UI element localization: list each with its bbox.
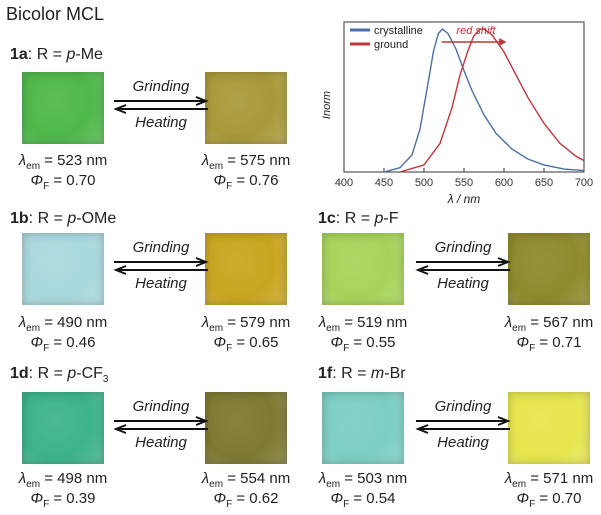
compound-label: 1b: R = p-OMe (10, 210, 117, 227)
red-shift-annotation: red shift (456, 25, 496, 37)
double-arrow-icon (113, 416, 209, 434)
emission-chart: 400 450 500 550 600 650 700 λ / nm Inorm crystall… (321, 21, 593, 206)
compound-label: 1c: R = p-F (318, 210, 399, 227)
compound-label: 1f: R = m-Br (318, 365, 406, 382)
ground-values: λem = 575 nm ΦF = 0.76 (201, 152, 291, 192)
double-arrow-icon (113, 96, 209, 114)
crystalline-values: λem = 503 nm ΦF = 0.54 (318, 470, 408, 510)
compound-label: 1d: R = p-CF3 (10, 365, 109, 386)
grinding-heating-arrows: Grinding Heating (112, 239, 210, 295)
ground-photo (205, 392, 287, 464)
x-tick-label: 650 (535, 177, 553, 189)
series-line-ground (399, 28, 585, 173)
series-line-crystalline (383, 28, 585, 173)
figure-title: Bicolor MCL (6, 4, 105, 24)
crystalline-values: λem = 490 nm ΦF = 0.46 (18, 314, 108, 354)
grinding-label: Grinding (132, 78, 190, 95)
legend-label: crystalline (374, 25, 423, 37)
x-tick-label: 600 (495, 177, 513, 189)
crystalline-photo (322, 392, 404, 464)
heating-label: Heating (437, 434, 489, 451)
crystalline-values: λem = 498 nm ΦF = 0.39 (18, 470, 108, 510)
grinding-label: Grinding (132, 239, 190, 256)
ground-values: λem = 567 nm ΦF = 0.71 (504, 314, 594, 354)
red-shift-arrowhead (499, 38, 507, 46)
ground-photo (508, 233, 590, 305)
heating-label: Heating (437, 275, 489, 292)
x-tick-label: 450 (375, 177, 393, 189)
grinding-heating-arrows: Grinding Heating (414, 239, 512, 295)
ground-photo (205, 72, 287, 144)
crystalline-photo (322, 233, 404, 305)
x-tick-label: 400 (335, 177, 353, 189)
x-tick-label: 700 (575, 177, 593, 189)
ground-values: λem = 554 nm ΦF = 0.62 (201, 470, 291, 510)
crystalline-values: λem = 519 nm ΦF = 0.55 (318, 314, 408, 354)
legend-label: ground (374, 39, 408, 51)
grinding-heating-arrows: Grinding Heating (112, 398, 210, 454)
y-axis-label: Inorm (321, 91, 333, 119)
x-tick-label: 550 (455, 177, 473, 189)
x-tick-label: 500 (415, 177, 433, 189)
grinding-heating-arrows: Grinding Heating (414, 398, 512, 454)
ground-values: λem = 579 nm ΦF = 0.65 (201, 314, 291, 354)
ground-photo (205, 233, 287, 305)
heating-label: Heating (135, 275, 187, 292)
crystalline-values: λem = 523 nm ΦF = 0.70 (18, 152, 108, 192)
grinding-label: Grinding (434, 398, 492, 415)
x-axis-label: λ / nm (447, 192, 481, 206)
crystalline-photo (22, 72, 104, 144)
double-arrow-icon (113, 257, 209, 275)
compound-label: 1a: R = p-Me (10, 46, 103, 63)
ground-values: λem = 571 nm ΦF = 0.70 (504, 470, 594, 510)
ground-photo (508, 392, 590, 464)
grinding-label: Grinding (434, 239, 492, 256)
heating-label: Heating (135, 114, 187, 131)
crystalline-photo (22, 392, 104, 464)
double-arrow-icon (415, 257, 511, 275)
grinding-label: Grinding (132, 398, 190, 415)
crystalline-photo (22, 233, 104, 305)
grinding-heating-arrows: Grinding Heating (112, 78, 210, 134)
double-arrow-icon (415, 416, 511, 434)
heating-label: Heating (135, 434, 187, 451)
